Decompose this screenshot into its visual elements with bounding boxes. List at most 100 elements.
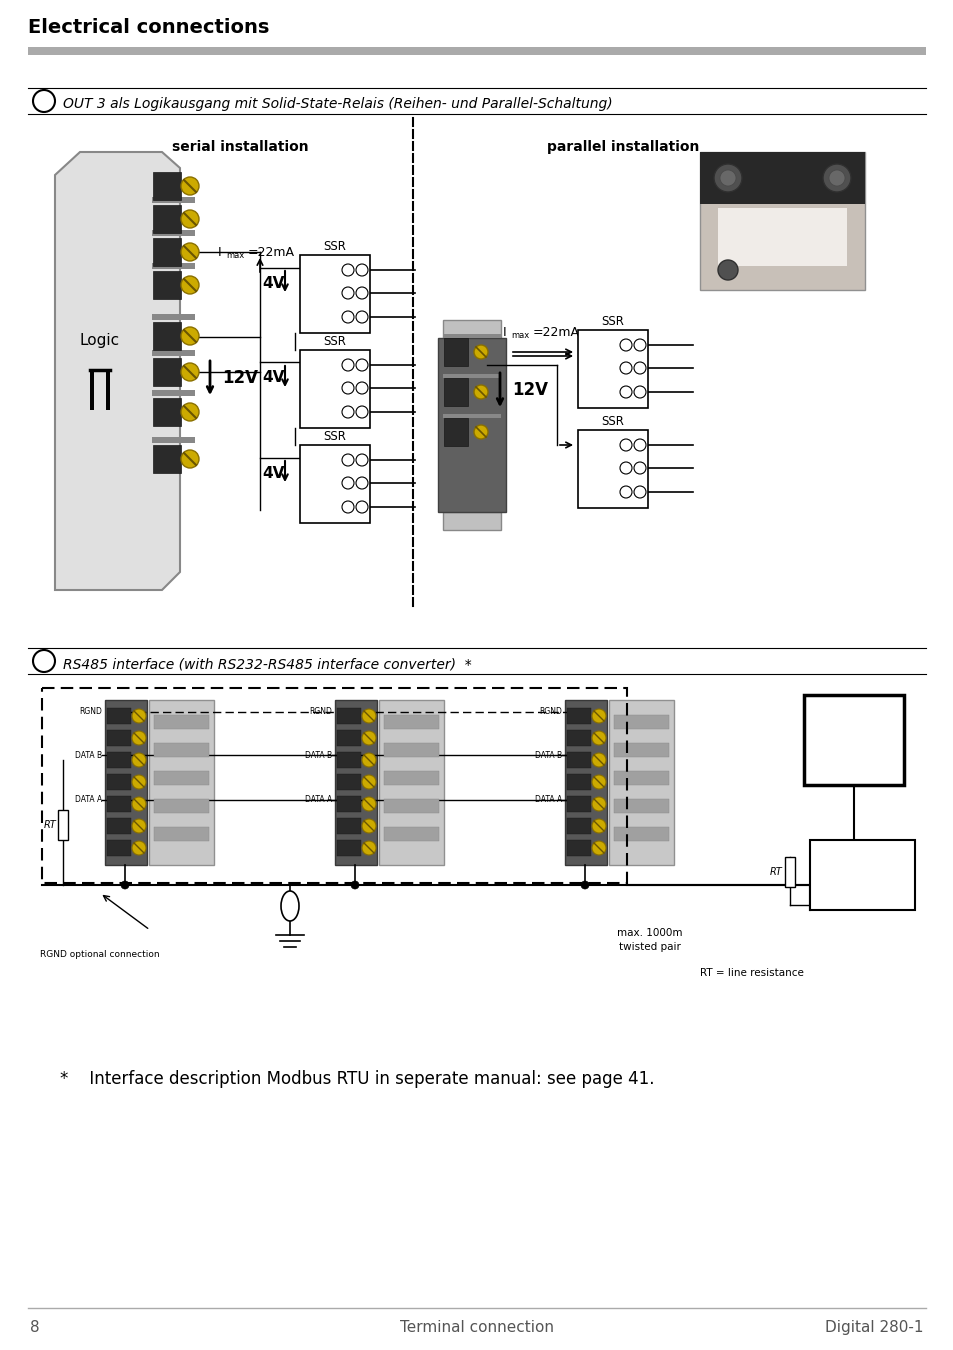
Circle shape — [341, 501, 354, 513]
Bar — [152, 238, 181, 266]
Bar — [378, 701, 443, 865]
Circle shape — [619, 462, 631, 474]
Bar — [700, 153, 864, 204]
Bar — [153, 771, 209, 784]
Circle shape — [361, 753, 375, 767]
Bar — [42, 688, 626, 883]
Circle shape — [341, 359, 354, 371]
Circle shape — [822, 163, 850, 192]
Bar — [384, 771, 438, 784]
Text: SSR: SSR — [601, 414, 624, 428]
Bar — [614, 799, 668, 813]
Circle shape — [181, 177, 199, 194]
Bar — [614, 828, 668, 841]
Text: 8: 8 — [452, 387, 459, 397]
Bar — [299, 446, 370, 522]
Text: ∅–: ∅– — [305, 455, 319, 464]
Circle shape — [361, 775, 375, 788]
Text: SSR: SSR — [323, 335, 346, 348]
Circle shape — [181, 327, 199, 346]
Bar — [443, 338, 468, 366]
Circle shape — [828, 170, 844, 186]
Text: 8: 8 — [163, 367, 171, 377]
Bar — [152, 350, 194, 356]
Bar — [718, 208, 846, 266]
Circle shape — [341, 265, 354, 275]
Circle shape — [718, 261, 738, 279]
Text: RT: RT — [43, 819, 56, 830]
Bar — [336, 774, 360, 790]
Bar — [152, 315, 194, 320]
Text: 4V: 4V — [262, 466, 284, 481]
Bar — [153, 743, 209, 757]
Bar — [384, 799, 438, 813]
Circle shape — [33, 649, 55, 672]
Circle shape — [361, 819, 375, 833]
Bar — [566, 840, 590, 856]
Bar — [106, 370, 110, 410]
Bar — [336, 796, 360, 811]
Bar — [152, 230, 194, 236]
Circle shape — [634, 439, 645, 451]
Bar — [566, 707, 590, 724]
Text: twisted pair: twisted pair — [618, 942, 680, 952]
Circle shape — [181, 404, 199, 421]
Bar — [107, 840, 131, 856]
Text: 9: 9 — [163, 406, 171, 417]
Bar — [153, 799, 209, 813]
Circle shape — [713, 163, 741, 192]
Text: ∅–: ∅– — [582, 340, 597, 350]
Bar — [437, 338, 505, 512]
Circle shape — [341, 382, 354, 394]
Bar — [384, 716, 438, 729]
Polygon shape — [55, 153, 180, 590]
Bar — [564, 701, 606, 865]
Text: DATA B: DATA B — [74, 751, 102, 760]
Text: 7: 7 — [452, 347, 459, 356]
Text: ∅–: ∅– — [582, 440, 597, 450]
Bar — [442, 414, 500, 418]
Bar — [152, 390, 194, 396]
Text: Electrical connections: Electrical connections — [28, 18, 269, 36]
Text: SSR: SSR — [601, 315, 624, 328]
Bar — [384, 743, 438, 757]
Text: ∅–: ∅– — [305, 265, 319, 275]
Bar — [107, 774, 131, 790]
Circle shape — [355, 406, 368, 418]
Bar — [442, 333, 500, 338]
Circle shape — [355, 501, 368, 513]
Circle shape — [355, 382, 368, 394]
Text: I: I — [218, 246, 221, 258]
Circle shape — [132, 841, 146, 855]
Circle shape — [634, 386, 645, 398]
Circle shape — [619, 386, 631, 398]
Circle shape — [33, 90, 55, 112]
Bar — [784, 857, 794, 887]
Circle shape — [634, 462, 645, 474]
Bar — [566, 752, 590, 768]
Circle shape — [181, 363, 199, 381]
Text: 3: 3 — [163, 181, 171, 190]
Circle shape — [132, 775, 146, 788]
Bar — [107, 730, 131, 747]
Bar — [700, 153, 864, 290]
Text: Logic: Logic — [80, 332, 120, 347]
Text: =22mA: =22mA — [248, 246, 294, 258]
Text: 6: 6 — [39, 95, 49, 108]
Bar — [107, 818, 131, 834]
Circle shape — [341, 454, 354, 466]
Text: parallel installation: parallel installation — [546, 140, 699, 154]
Bar — [299, 255, 370, 333]
Text: DATA A: DATA A — [74, 795, 102, 805]
Circle shape — [361, 730, 375, 745]
Text: 12V: 12V — [512, 381, 547, 400]
Bar — [442, 374, 500, 378]
Text: OUT 3 als Logikausgang mit Solid-State-Relais (Reihen- und Parallel-Schaltung): OUT 3 als Logikausgang mit Solid-State-R… — [63, 97, 612, 111]
Bar — [566, 730, 590, 747]
Circle shape — [132, 753, 146, 767]
Circle shape — [181, 211, 199, 228]
Text: ∅+: ∅+ — [305, 502, 322, 512]
Bar — [335, 701, 376, 865]
Text: I: I — [502, 325, 506, 339]
Circle shape — [634, 339, 645, 351]
